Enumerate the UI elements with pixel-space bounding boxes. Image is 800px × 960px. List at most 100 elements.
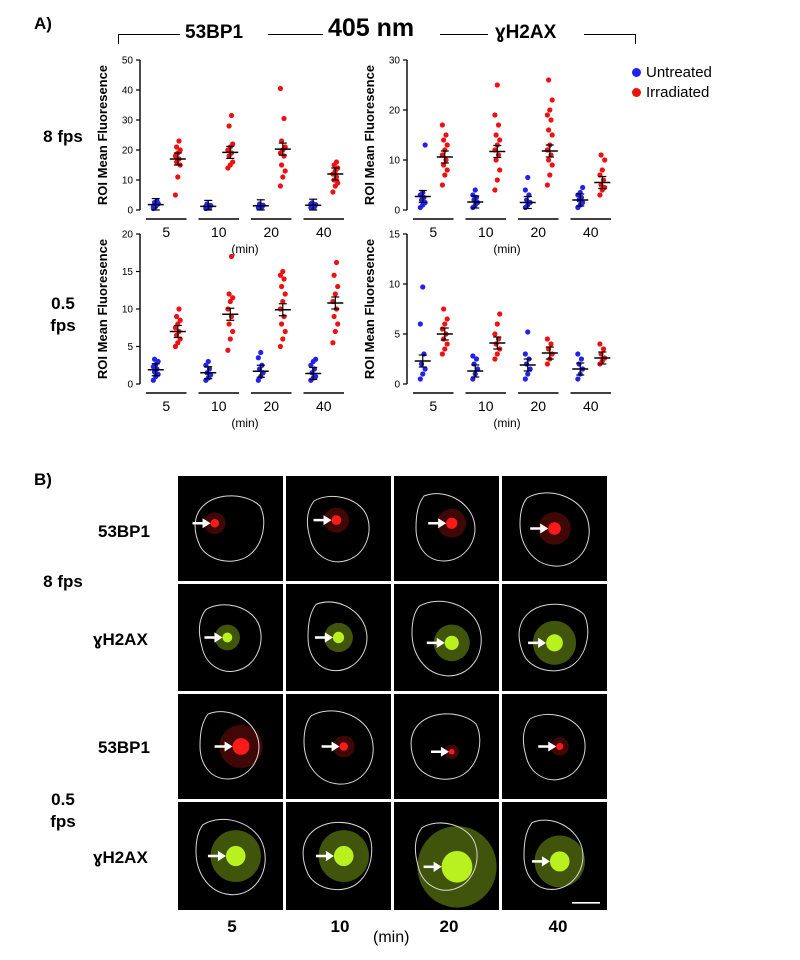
micrograph-4-1 — [178, 802, 283, 910]
h2ax-8fps-point-irradiated-10 — [492, 187, 498, 193]
53bp1-05fps-point-irradiated-10 — [228, 253, 235, 260]
h2ax-8fps-point-irradiated-20 — [547, 172, 553, 178]
header-bracket-right-tick — [635, 34, 636, 44]
53bp1-05fps-point-untreated-40 — [308, 362, 314, 368]
micro-row-label-4: ɣH2AX — [93, 848, 148, 867]
micrograph-2-1-focus — [222, 632, 233, 643]
h2ax-05fps-point-irradiated-10 — [492, 331, 498, 337]
h2ax-05fps-point-untreated-10 — [471, 361, 477, 367]
h2ax-8fps-point-untreated-40 — [580, 184, 586, 191]
micrograph-1-1-nucleus-outline — [194, 495, 265, 562]
h2ax-8fps-x-tick-label-10: 10 — [478, 224, 494, 240]
micrograph-1-3 — [394, 476, 499, 581]
53bp1-05fps-point-irradiated-10 — [226, 291, 232, 297]
53bp1-05fps-point-irradiated-40 — [332, 328, 338, 335]
53bp1-05fps-x-tick-label-5: 5 — [162, 398, 170, 414]
h2ax-05fps-point-untreated-5 — [420, 371, 426, 377]
micrograph-1-2-nucleus-outline — [306, 495, 370, 563]
micrograph-3-3-focus — [448, 748, 455, 755]
micrograph-3-2-focus — [339, 742, 348, 751]
h2ax-8fps-point-untreated-20 — [522, 187, 528, 193]
h2ax-05fps-x-unit-label: (min) — [493, 416, 520, 430]
header-bracket-left-tick — [118, 34, 119, 44]
53bp1-8fps-point-irradiated-20 — [277, 183, 283, 189]
h2ax-8fps-point-irradiated-5 — [444, 142, 450, 148]
h2ax-8fps-point-irradiated-20 — [544, 112, 551, 118]
h2ax-8fps-point-irradiated-20 — [549, 97, 555, 103]
53bp1-8fps-point-irradiated-5 — [176, 138, 182, 144]
53bp1-05fps-point-irradiated-10 — [226, 321, 232, 327]
53bp1-8fps-x-tick-label-20: 20 — [263, 224, 279, 240]
53bp1-8fps-point-irradiated-10 — [228, 112, 235, 119]
micro-row-label-1: 53BP1 — [98, 522, 150, 541]
h2ax-05fps-point-irradiated-5 — [439, 351, 445, 357]
h2ax-05fps-point-untreated-20 — [523, 361, 530, 367]
h2ax-8fps-point-irradiated-10 — [495, 122, 502, 128]
h2ax-05fps-y-tick-label-0: 0 — [394, 380, 400, 391]
h2ax-05fps-point-irradiated-10 — [497, 311, 503, 317]
micrograph-3-1-arrow-icon — [224, 741, 233, 752]
h2ax-05fps-point-irradiated-20 — [548, 341, 554, 347]
micro-group-label-8fps: 8 fps — [43, 572, 83, 591]
header-bracket-left-2 — [268, 34, 323, 35]
h2ax-05fps-point-irradiated-10 — [494, 351, 500, 357]
53bp1-05fps-point-irradiated-40 — [333, 259, 340, 266]
53bp1-05fps-point-untreated-40 — [313, 373, 319, 380]
53bp1-05fps-x-tick-label-10: 10 — [211, 398, 227, 414]
h2ax-8fps-point-irradiated-10 — [494, 82, 500, 88]
53bp1-8fps-point-irradiated-20 — [279, 162, 285, 168]
53bp1-05fps-point-irradiated-20 — [280, 268, 286, 275]
header-bracket-right-1 — [440, 34, 488, 35]
53bp1-05fps-point-irradiated-5 — [176, 306, 182, 312]
53bp1-05fps-y-tick-label-5: 5 — [127, 342, 133, 353]
53bp1-8fps-point-irradiated-10 — [230, 159, 236, 165]
53bp1-8fps-y-tick-label-0: 0 — [127, 206, 133, 217]
h2ax-8fps-y-tick-label-20: 20 — [389, 106, 401, 117]
h2ax-8fps-point-irradiated-5 — [441, 137, 447, 143]
h2ax-05fps-point-untreated-40 — [578, 356, 585, 362]
53bp1-8fps-point-irradiated-10 — [230, 141, 236, 147]
h2ax-05fps-point-untreated-5 — [422, 366, 428, 372]
h2ax-05fps-point-irradiated-5 — [441, 336, 447, 342]
53bp1-05fps-point-irradiated-10 — [230, 295, 236, 301]
53bp1-05fps-point-untreated-10 — [205, 358, 211, 365]
h2ax-05fps-point-untreated-5 — [418, 361, 425, 367]
micrograph-1-2 — [286, 476, 391, 581]
53bp1-8fps-x-tick-label-40: 40 — [316, 224, 332, 240]
53bp1-05fps-point-untreated-40 — [313, 356, 319, 362]
h2ax-8fps-y-tick-label-10: 10 — [389, 156, 401, 167]
h2ax-05fps-point-irradiated-10 — [493, 341, 499, 347]
53bp1-05fps-point-irradiated-20 — [282, 328, 288, 335]
53bp1-8fps-x-unit-label: (min) — [231, 242, 258, 256]
micro-col-label-40: 40 — [548, 917, 568, 936]
header-h2ax: ɣH2AX — [495, 22, 557, 43]
h2ax-05fps-y-tick-label-5: 5 — [394, 330, 400, 341]
legend-label-untreated: Untreated — [646, 64, 712, 81]
h2ax-05fps-point-untreated-5 — [421, 351, 427, 357]
53bp1-05fps-point-irradiated-40 — [331, 272, 337, 278]
legend-label-irradiated: Irradiated — [646, 84, 710, 101]
micrograph-4-2-nucleus-outline — [302, 821, 373, 891]
53bp1-8fps-y-tick-label-40: 40 — [122, 86, 134, 97]
h2ax-8fps-point-irradiated-20 — [544, 182, 551, 188]
53bp1-05fps-point-irradiated-10 — [227, 298, 233, 305]
53bp1-05fps-point-irradiated-5 — [174, 313, 180, 320]
53bp1-05fps-point-irradiated-5 — [172, 343, 178, 350]
micrograph-1-3-nucleus-outline — [415, 493, 476, 562]
h2ax-05fps-point-untreated-10 — [470, 376, 476, 382]
micrograph-4-4-arrow-icon — [541, 856, 550, 867]
53bp1-05fps-y-tick-label-15: 15 — [122, 267, 134, 278]
53bp1-05fps-point-untreated-20 — [258, 349, 264, 356]
h2ax-8fps-y-axis-label: ROI Mean Fluoresence — [362, 65, 377, 205]
h2ax-8fps-point-irradiated-20 — [548, 117, 554, 123]
h2ax-8fps-y-tick-label-0: 0 — [394, 206, 400, 217]
h2ax-8fps-point-irradiated-10 — [493, 132, 499, 138]
53bp1-8fps-point-irradiated-40 — [330, 189, 336, 195]
micrograph-4-1-arrow-icon — [217, 850, 226, 862]
micro-unit-label: (min) — [373, 929, 410, 946]
h2ax-05fps-point-irradiated-40 — [600, 346, 607, 352]
h2ax-05fps-point-irradiated-5 — [444, 316, 450, 322]
h2ax-8fps-x-tick-label-5: 5 — [429, 224, 437, 240]
micrograph-3-4-arrow-icon — [548, 741, 557, 752]
micrograph-3-1-focus — [232, 738, 250, 755]
